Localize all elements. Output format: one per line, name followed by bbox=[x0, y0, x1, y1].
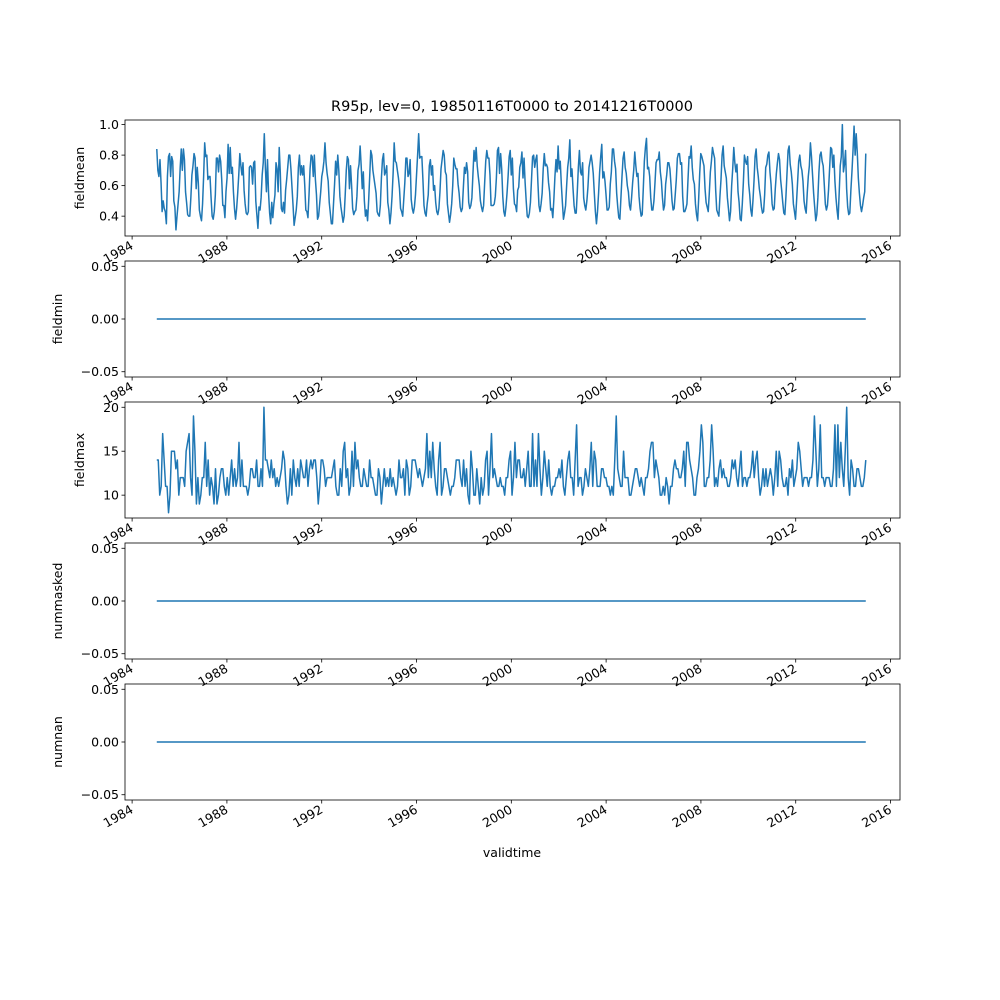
fieldmean-y-tick-label: 0.6 bbox=[99, 178, 119, 193]
fieldmean-axes-frame bbox=[124, 119, 901, 237]
nummasked-y-axis-label: nummasked bbox=[50, 563, 65, 640]
nummasked-y-tick-label: −0.05 bbox=[81, 646, 119, 661]
fieldmin-y-tick-label: 0.00 bbox=[91, 312, 119, 327]
fieldmean-y-tick-label: 0.8 bbox=[99, 148, 119, 163]
fieldmin-axes-frame bbox=[124, 260, 901, 378]
numnan-x-axis-label: validtime bbox=[483, 845, 541, 860]
numnan-y-tick-label: 0.05 bbox=[91, 682, 119, 697]
numnan-y-tick-label: 0.00 bbox=[91, 735, 119, 750]
figure-title: R95p, lev=0, 19850116T0000 to 20141216T0… bbox=[331, 99, 693, 115]
nummasked-axes-frame bbox=[124, 542, 901, 660]
fieldmean-series-line bbox=[156, 123, 867, 231]
numnan-axes-frame bbox=[124, 683, 901, 801]
fieldmax-axes-frame bbox=[124, 401, 901, 519]
fieldmax-series-line bbox=[156, 406, 867, 514]
fieldmin-y-tick-label: −0.05 bbox=[81, 364, 119, 379]
fieldmin-y-axis-label: fieldmin bbox=[50, 294, 65, 345]
fieldmax-y-tick-label: 10 bbox=[103, 488, 119, 503]
fieldmax-y-tick-label: 20 bbox=[103, 400, 119, 415]
nummasked-y-tick-label: 0.05 bbox=[91, 541, 119, 556]
fieldmean-y-tick-label: 1.0 bbox=[99, 117, 119, 132]
fieldmax-y-tick-label: 15 bbox=[103, 444, 119, 459]
fieldmean-y-axis-label: fieldmean bbox=[72, 147, 87, 209]
fieldmean-y-tick-label: 0.4 bbox=[99, 209, 119, 224]
numnan-y-axis-label: numnan bbox=[50, 716, 65, 768]
fieldmax-y-axis-label: fieldmax bbox=[72, 433, 87, 487]
fieldmin-y-tick-label: 0.05 bbox=[91, 259, 119, 274]
numnan-y-tick-label: −0.05 bbox=[81, 787, 119, 802]
nummasked-y-tick-label: 0.00 bbox=[91, 594, 119, 609]
